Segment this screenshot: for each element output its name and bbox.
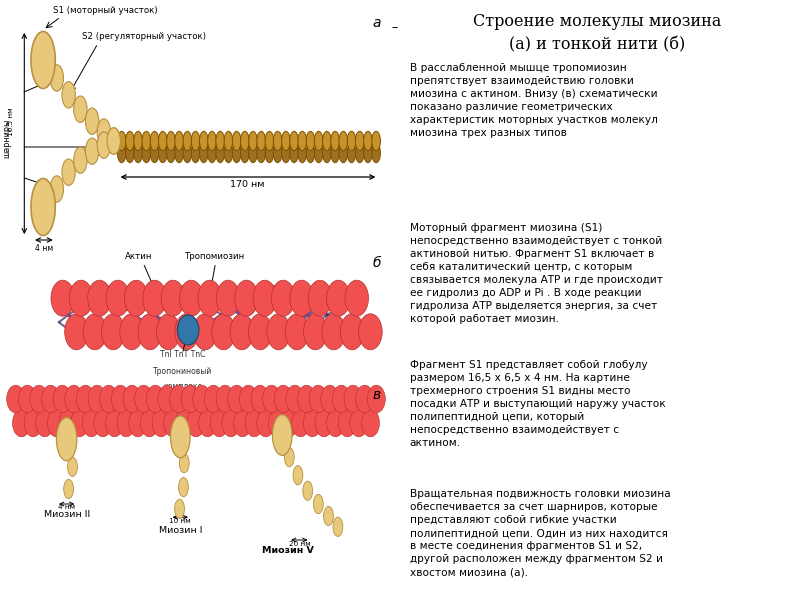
Ellipse shape bbox=[158, 143, 167, 163]
Ellipse shape bbox=[339, 131, 348, 151]
Ellipse shape bbox=[134, 131, 142, 151]
Circle shape bbox=[344, 385, 362, 413]
Circle shape bbox=[303, 409, 322, 437]
Circle shape bbox=[179, 280, 203, 316]
Ellipse shape bbox=[355, 143, 364, 163]
Ellipse shape bbox=[142, 143, 150, 163]
Ellipse shape bbox=[64, 479, 74, 499]
Text: 10 нм: 10 нм bbox=[170, 518, 191, 524]
Circle shape bbox=[106, 280, 130, 316]
Ellipse shape bbox=[74, 147, 87, 173]
Ellipse shape bbox=[265, 131, 274, 151]
Text: Миозин II: Миозин II bbox=[43, 510, 90, 519]
Ellipse shape bbox=[249, 131, 258, 151]
Ellipse shape bbox=[284, 448, 294, 467]
Ellipse shape bbox=[183, 131, 192, 151]
Ellipse shape bbox=[175, 143, 183, 163]
Circle shape bbox=[198, 280, 222, 316]
Ellipse shape bbox=[126, 131, 134, 151]
Circle shape bbox=[198, 409, 217, 437]
Ellipse shape bbox=[322, 143, 331, 163]
Circle shape bbox=[308, 280, 332, 316]
Text: Строение молекулы миозина: Строение молекулы миозина bbox=[473, 13, 721, 30]
Circle shape bbox=[249, 314, 272, 350]
Circle shape bbox=[212, 314, 235, 350]
Text: S1 (моторный участок): S1 (моторный участок) bbox=[53, 6, 158, 15]
Circle shape bbox=[230, 314, 254, 350]
Ellipse shape bbox=[323, 506, 334, 526]
Ellipse shape bbox=[303, 481, 313, 500]
Ellipse shape bbox=[282, 143, 290, 163]
Ellipse shape bbox=[257, 131, 266, 151]
Circle shape bbox=[162, 280, 185, 316]
Ellipse shape bbox=[166, 143, 175, 163]
Ellipse shape bbox=[232, 131, 241, 151]
Ellipse shape bbox=[86, 138, 98, 164]
Circle shape bbox=[269, 409, 286, 437]
Ellipse shape bbox=[241, 143, 249, 163]
Circle shape bbox=[257, 409, 275, 437]
Ellipse shape bbox=[134, 143, 142, 163]
Ellipse shape bbox=[199, 131, 208, 151]
Circle shape bbox=[18, 385, 36, 413]
Ellipse shape bbox=[298, 131, 306, 151]
Ellipse shape bbox=[333, 517, 343, 536]
Circle shape bbox=[65, 385, 83, 413]
Text: в: в bbox=[373, 388, 381, 402]
Ellipse shape bbox=[170, 416, 190, 458]
Circle shape bbox=[65, 314, 88, 350]
Ellipse shape bbox=[293, 466, 303, 485]
Ellipse shape bbox=[107, 128, 120, 154]
Ellipse shape bbox=[208, 143, 216, 163]
Text: Тропомиозин: Тропомиозин bbox=[186, 252, 246, 261]
Ellipse shape bbox=[241, 131, 249, 151]
Ellipse shape bbox=[179, 454, 189, 473]
Circle shape bbox=[106, 409, 123, 437]
Text: –: – bbox=[391, 21, 398, 34]
Circle shape bbox=[340, 314, 364, 350]
Circle shape bbox=[274, 385, 292, 413]
Ellipse shape bbox=[166, 131, 175, 151]
Circle shape bbox=[292, 409, 310, 437]
Circle shape bbox=[262, 385, 281, 413]
Text: 16.5 нм: 16.5 нм bbox=[8, 107, 14, 136]
Ellipse shape bbox=[372, 131, 381, 151]
Ellipse shape bbox=[232, 143, 241, 163]
Text: Миозин V: Миозин V bbox=[262, 546, 314, 555]
Circle shape bbox=[157, 314, 180, 350]
Circle shape bbox=[326, 409, 345, 437]
Ellipse shape bbox=[191, 131, 200, 151]
Ellipse shape bbox=[62, 82, 75, 108]
Text: Моторный фрагмент миозина (S1)
непосредственно взаимодействует с тонкой
актиново: Моторный фрагмент миозина (S1) непосредс… bbox=[410, 223, 663, 325]
Ellipse shape bbox=[62, 159, 75, 185]
Ellipse shape bbox=[265, 143, 274, 163]
Ellipse shape bbox=[364, 143, 372, 163]
Ellipse shape bbox=[364, 131, 372, 151]
Ellipse shape bbox=[216, 143, 225, 163]
Circle shape bbox=[234, 280, 258, 316]
Text: (а) и тонкой нити (б): (а) и тонкой нити (б) bbox=[509, 36, 685, 53]
Ellipse shape bbox=[322, 131, 331, 151]
Ellipse shape bbox=[273, 415, 292, 455]
Ellipse shape bbox=[306, 131, 314, 151]
Circle shape bbox=[120, 314, 143, 350]
Text: 20 нм: 20 нм bbox=[289, 541, 310, 547]
Circle shape bbox=[350, 409, 368, 437]
Circle shape bbox=[152, 409, 170, 437]
Ellipse shape bbox=[142, 131, 150, 151]
Circle shape bbox=[239, 385, 258, 413]
Text: б: б bbox=[373, 256, 381, 270]
Ellipse shape bbox=[174, 499, 185, 518]
Circle shape bbox=[253, 280, 277, 316]
Ellipse shape bbox=[199, 143, 208, 163]
Circle shape bbox=[88, 385, 106, 413]
Ellipse shape bbox=[175, 131, 183, 151]
Ellipse shape bbox=[191, 143, 200, 163]
Ellipse shape bbox=[347, 143, 356, 163]
Ellipse shape bbox=[158, 131, 167, 151]
Circle shape bbox=[175, 314, 198, 350]
Circle shape bbox=[36, 409, 54, 437]
Text: шарниры: шарниры bbox=[2, 118, 11, 158]
Ellipse shape bbox=[257, 143, 266, 163]
Circle shape bbox=[138, 314, 162, 350]
